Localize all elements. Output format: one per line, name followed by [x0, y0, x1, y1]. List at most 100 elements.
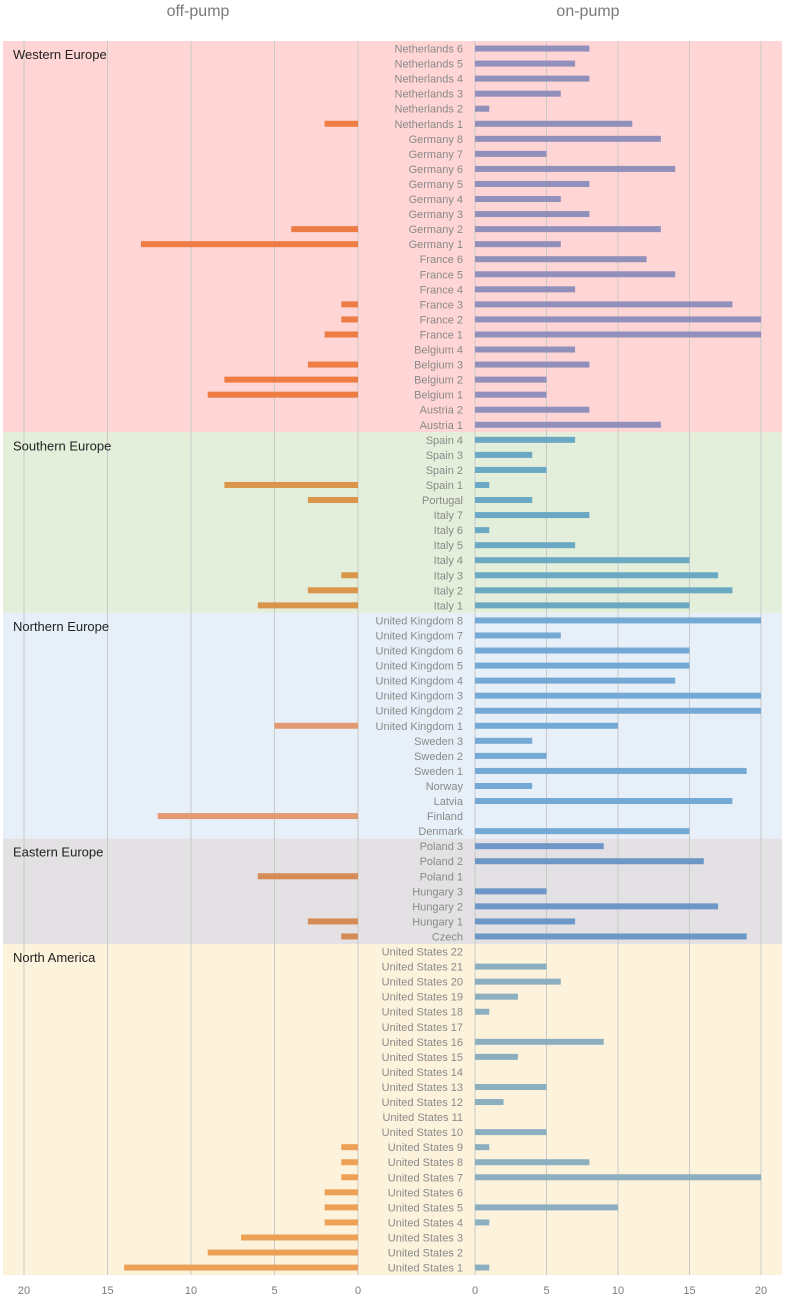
- category-label: Italy 4: [434, 555, 463, 567]
- on-pump-bar: [475, 662, 690, 669]
- region-label: North America: [13, 950, 96, 965]
- on-pump-bar: [475, 406, 590, 413]
- category-label: United States 18: [382, 1007, 463, 1019]
- on-pump-bar: [475, 752, 547, 759]
- category-label: United Kingdom 5: [376, 661, 463, 673]
- on-pump-bar: [475, 993, 518, 1000]
- off-pump-bar: [307, 361, 358, 368]
- category-label: United States 13: [382, 1082, 463, 1094]
- on-pump-bar: [475, 737, 533, 744]
- category-label: Italy 7: [434, 510, 463, 522]
- on-pump-bar: [475, 1174, 761, 1181]
- region-background: [3, 432, 782, 613]
- category-label: Netherlands 6: [395, 44, 464, 56]
- category-label: United States 15: [382, 1052, 463, 1064]
- off-pump-bar: [324, 1189, 358, 1196]
- category-label: Germany 6: [409, 164, 463, 176]
- on-pump-bar: [475, 1219, 490, 1226]
- on-pump-bar: [475, 346, 576, 353]
- off-pump-bar: [140, 241, 358, 248]
- category-label: United Kingdom 3: [376, 691, 463, 703]
- off-pump-bar: [324, 120, 358, 127]
- category-label: United States 7: [388, 1172, 463, 1184]
- on-pump-bar: [475, 1144, 490, 1151]
- on-pump-bar: [475, 782, 533, 789]
- on-pump-bar: [475, 1038, 604, 1045]
- tick-label: 10: [612, 1285, 624, 1297]
- off-pump-bar: [307, 918, 358, 925]
- on-pump-bar: [475, 707, 761, 714]
- tick-label: 10: [185, 1285, 197, 1297]
- region-background: [3, 838, 782, 944]
- category-label: United States 3: [388, 1232, 463, 1244]
- off-pump-title: off-pump: [167, 3, 230, 20]
- off-pump-bar: [224, 376, 358, 383]
- category-label: Germany 8: [409, 134, 463, 146]
- category-labels: Netherlands 6 Netherlands 5 Netherlands 4 N…: [376, 44, 464, 1275]
- category-label: United States 2: [388, 1248, 463, 1260]
- category-label: United States 20: [382, 977, 463, 989]
- off-pump-bar: [257, 602, 358, 609]
- region-label: Northern Europe: [13, 619, 109, 634]
- off-pump-bar: [341, 316, 358, 323]
- category-label: Hungary 1: [412, 916, 463, 928]
- category-label: Belgium 4: [414, 345, 463, 357]
- off-pump-bar: [324, 331, 358, 338]
- on-pump-bar: [475, 798, 733, 805]
- category-label: United States 1: [388, 1263, 463, 1275]
- on-pump-bar: [475, 1099, 504, 1106]
- region-label: Western Europe: [13, 47, 107, 62]
- on-pump-bar: [475, 481, 490, 488]
- category-label: Spain 4: [426, 435, 463, 447]
- on-pump-bar: [475, 497, 533, 504]
- on-pump-bar: [475, 527, 490, 534]
- on-pump-bar: [475, 286, 576, 293]
- category-label: Hungary 3: [412, 886, 463, 898]
- on-pump-bar: [475, 391, 547, 398]
- on-pump-bar: [475, 451, 533, 458]
- on-pump-bar: [475, 602, 690, 609]
- category-label: United States 10: [382, 1127, 463, 1139]
- off-pump-bar: [207, 1249, 358, 1256]
- on-pump-bar: [475, 90, 561, 97]
- on-pump-bar: [475, 933, 747, 940]
- category-label: Germany 2: [409, 224, 463, 236]
- category-label: Sweden 2: [414, 751, 463, 763]
- on-pump-bar: [475, 1008, 490, 1015]
- category-label: Germany 7: [409, 149, 463, 161]
- on-pump-bar: [475, 60, 576, 67]
- on-pump-bar: [475, 542, 576, 549]
- on-pump-bar: [475, 75, 590, 82]
- category-label: Netherlands 3: [395, 89, 464, 101]
- category-label: Denmark: [418, 826, 463, 838]
- on-pump-bar: [475, 1053, 518, 1060]
- category-label: Spain 3: [426, 450, 463, 462]
- category-label: Spain 1: [426, 480, 463, 492]
- on-pump-bar: [475, 903, 719, 910]
- on-pump-bar: [475, 180, 590, 187]
- category-label: Hungary 2: [412, 901, 463, 913]
- category-label: United States 14: [382, 1067, 463, 1079]
- on-pump-bar: [475, 512, 590, 519]
- category-label: Sweden 1: [414, 766, 463, 778]
- off-pump-bar: [291, 226, 358, 233]
- tick-label: 15: [683, 1285, 695, 1297]
- off-pump-bar: [341, 1174, 358, 1181]
- category-label: Belgium 1: [414, 390, 463, 402]
- on-pump-bar: [475, 466, 547, 473]
- category-label: United States 16: [382, 1037, 463, 1049]
- tick-label: 0: [472, 1285, 478, 1297]
- off-pump-bar: [124, 1264, 358, 1271]
- tick-label: 5: [543, 1285, 549, 1297]
- on-pump-bar: [475, 572, 719, 579]
- off-pump-bar: [274, 722, 358, 729]
- off-pump-bar: [307, 587, 358, 594]
- category-label: Austria 1: [420, 420, 463, 432]
- category-label: United States 19: [382, 992, 463, 1004]
- on-pump-bar: [475, 1159, 590, 1166]
- category-label: Italy 5: [434, 540, 463, 552]
- category-label: Germany 3: [409, 209, 463, 221]
- category-label: United Kingdom 6: [376, 646, 463, 658]
- category-label: Italy 1: [434, 600, 463, 612]
- on-pump-bar: [475, 196, 561, 203]
